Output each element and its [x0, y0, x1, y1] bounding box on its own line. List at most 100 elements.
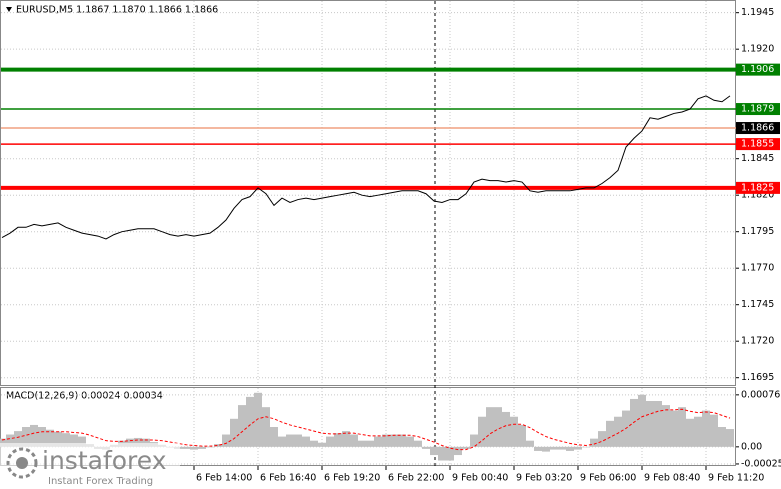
- macd-bar: [230, 418, 238, 447]
- macd-bar: [214, 444, 222, 447]
- macd-bar: [270, 427, 278, 447]
- level-label: 1.1866: [741, 123, 774, 134]
- macd-bar: [62, 433, 70, 447]
- macd-bar: [566, 446, 574, 451]
- macd-bar: [406, 436, 414, 447]
- macd-bar: [510, 416, 518, 447]
- macd-bar: [30, 424, 38, 447]
- macd-bar: [54, 431, 62, 447]
- macd-bar: [342, 431, 350, 447]
- macd-bar: [582, 446, 590, 448]
- macd-bar: [518, 424, 526, 447]
- macd-bar: [534, 446, 542, 451]
- macd-bar: [6, 434, 14, 447]
- y-tick-label: 1.1820: [741, 190, 774, 201]
- y-tick-label: 1.1720: [741, 336, 774, 347]
- x-tick-label: 9 Feb 03:20: [516, 473, 572, 484]
- macd-bar: [414, 440, 422, 447]
- macd-bar: [310, 440, 318, 447]
- y-tick-label: -0.00025: [741, 458, 781, 469]
- macd-bar: [574, 446, 582, 450]
- macd-bar: [366, 440, 374, 447]
- macd-bar: [390, 434, 398, 447]
- macd-bar: [726, 429, 734, 447]
- level-label: 1.1855: [741, 139, 774, 150]
- macd-bar: [198, 446, 206, 449]
- macd-bar: [318, 442, 326, 447]
- macd-bar: [254, 392, 262, 447]
- macd-bar: [526, 440, 534, 447]
- macd-bar: [70, 434, 78, 447]
- macd-bar: [710, 414, 718, 447]
- x-tick-label: 6 Feb 19:20: [324, 473, 380, 484]
- watermark: instaforex Instant Forex Trading: [0, 443, 180, 489]
- macd-bar: [222, 434, 230, 447]
- x-tick-label: 9 Feb 11:20: [708, 473, 764, 484]
- level-label-bg: [736, 138, 780, 151]
- macd-bar: [654, 401, 662, 447]
- macd-bar: [78, 436, 86, 447]
- y-tick-label: 1.1695: [741, 372, 774, 383]
- macd-bar: [38, 427, 46, 447]
- macd-bar: [550, 446, 558, 450]
- x-tick-label: 6 Feb 22:00: [388, 473, 444, 484]
- price-line: [1, 95, 731, 240]
- price-panel: [0, 0, 736, 386]
- macd-bar: [14, 431, 22, 447]
- macd-bar: [702, 410, 710, 447]
- macd-bar: [486, 407, 494, 447]
- macd-bar: [662, 405, 670, 447]
- macd-bar: [470, 434, 478, 447]
- macd-bar: [22, 427, 30, 447]
- macd-title: MACD(12,26,9) 0.00024 0.00034: [6, 391, 163, 402]
- macd-bar: [558, 446, 566, 450]
- macd-bar: [350, 434, 358, 447]
- macd-bar: [358, 440, 366, 447]
- y-tick-label: 0.00076: [741, 389, 780, 400]
- y-tick-label: 1.1770: [741, 263, 774, 274]
- macd-bar: [430, 446, 438, 456]
- macd-bar: [686, 418, 694, 447]
- x-tick-label: 9 Feb 06:00: [580, 473, 636, 484]
- macd-bar: [398, 434, 406, 447]
- macd-bar: [598, 431, 606, 447]
- macd-bar: [0, 438, 6, 447]
- macd-bar: [262, 407, 270, 447]
- macd-bar: [326, 436, 334, 447]
- macd-bar: [670, 410, 678, 447]
- macd-bar: [374, 436, 382, 447]
- macd-bar: [614, 416, 622, 447]
- macd-bar: [630, 398, 638, 447]
- macd-bar: [422, 446, 430, 449]
- macd-bar: [302, 436, 310, 447]
- macd-bar: [438, 446, 446, 461]
- chart-title: EURUSD,M5 1.1867 1.1870 1.1866 1.1866: [16, 5, 218, 16]
- macd-bar: [246, 396, 254, 447]
- macd-bar: [678, 407, 686, 447]
- watermark-name: instaforex: [42, 446, 167, 475]
- macd-bar: [382, 434, 390, 447]
- y-tick-label: 1.1920: [741, 44, 774, 55]
- macd-bar: [294, 434, 302, 447]
- macd-bar: [46, 429, 54, 447]
- macd-bar: [462, 446, 470, 449]
- level-label: 1.1879: [741, 104, 774, 115]
- watermark-logo-core: [16, 457, 28, 469]
- macd-signal: [1, 408, 731, 451]
- macd-bar: [134, 437, 142, 447]
- macd-bar: [238, 405, 246, 447]
- x-tick-label: 9 Feb 00:40: [452, 473, 508, 484]
- macd-bar: [454, 446, 462, 456]
- macd-bar: [694, 416, 702, 447]
- level-label-bg: [736, 63, 780, 76]
- macd-bar: [718, 427, 726, 447]
- level-label: 1.1906: [741, 64, 774, 75]
- macd-bar: [206, 446, 214, 448]
- macd-bar: [142, 438, 150, 447]
- level-label-bg: [736, 103, 780, 116]
- macd-bar: [494, 407, 502, 447]
- macd-bar: [502, 411, 510, 447]
- y-tick-label: 1.1845: [741, 153, 774, 164]
- macd-panel: [0, 387, 736, 466]
